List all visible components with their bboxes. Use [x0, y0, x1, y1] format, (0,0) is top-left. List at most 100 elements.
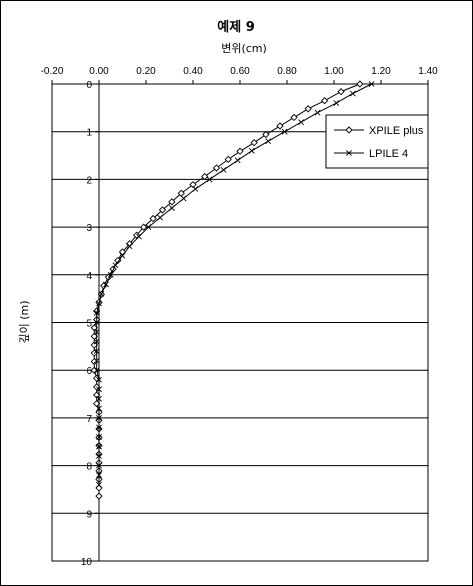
- data-point-x-stroke: [281, 128, 288, 135]
- data-point-x-stroke: [314, 109, 321, 116]
- data-point-x-stroke: [96, 386, 102, 393]
- y-tick-label: 8: [86, 462, 92, 473]
- data-point-diamond: [320, 97, 329, 105]
- data-point-x-stroke: [93, 329, 100, 335]
- data-point-x-stroke: [349, 90, 356, 97]
- y-tick-label: 2: [86, 175, 92, 186]
- data-point-x-stroke: [346, 150, 352, 156]
- data-point-diamond: [168, 198, 176, 206]
- data-point-x-stroke: [96, 481, 102, 488]
- x-tick-label: -0.20: [41, 66, 64, 77]
- data-point-x: [314, 109, 321, 116]
- data-point-x: [96, 462, 102, 469]
- data-point-x-stroke: [168, 205, 175, 211]
- data-point-diamond: [262, 130, 270, 139]
- data-point-x: [96, 386, 102, 393]
- legend-item: LPILE 4: [334, 148, 408, 160]
- data-point-x-stroke: [265, 138, 272, 145]
- y-tick-label: 3: [86, 223, 92, 234]
- data-point-x-stroke: [96, 434, 102, 440]
- data-point-x: [96, 424, 102, 431]
- data-point-x-stroke: [93, 310, 100, 316]
- data-point-x: [96, 472, 102, 479]
- data-point-x-stroke: [96, 472, 102, 479]
- data-point-x: [349, 90, 356, 97]
- y-tick-label: 5: [86, 319, 92, 330]
- data-point-x: [346, 150, 352, 156]
- data-point-x-stroke: [298, 119, 305, 126]
- legend: XPILE plus LPILE 4: [325, 114, 429, 169]
- data-point-x: [103, 281, 109, 288]
- grid-lines: [52, 131, 428, 514]
- data-point-x-stroke: [96, 405, 102, 412]
- data-point-x: [96, 405, 102, 412]
- x-tick-label: 1.00: [324, 66, 344, 77]
- legend-box: [325, 114, 429, 169]
- data-point-x-stroke: [107, 271, 114, 278]
- data-point-x-stroke: [96, 414, 102, 421]
- data-point-x: [96, 414, 102, 421]
- data-point-x: [281, 128, 288, 135]
- x-tick-label: 0.20: [136, 66, 156, 77]
- data-point-diamond: [304, 105, 312, 113]
- data-point-x-stroke: [96, 395, 102, 402]
- data-point-x: [192, 186, 199, 192]
- data-point-x: [368, 81, 375, 87]
- data-point-x: [93, 357, 100, 364]
- data-point-diamond: [290, 113, 298, 122]
- data-point-x-stroke: [93, 367, 100, 374]
- data-point-x-stroke: [103, 281, 109, 288]
- data-point-diamond: [250, 139, 258, 147]
- chart-title: 예제 9: [217, 19, 255, 35]
- data-point-x: [112, 262, 119, 269]
- data-point-x: [107, 271, 114, 278]
- data-point-x: [96, 300, 102, 307]
- data-point-diamond: [140, 223, 148, 231]
- data-point-x: [96, 395, 102, 402]
- data-point-x: [157, 214, 164, 221]
- tick-labels: 0 1 2 3 4 5 6 7 8 9 10 -0.20 0.00 0.20 0.40 0.60 0.80 1.0…: [41, 66, 439, 568]
- data-point-x-stroke: [119, 252, 126, 259]
- data-point-x-stroke: [206, 176, 213, 183]
- data-point-x-stroke: [180, 195, 187, 202]
- data-point-x: [248, 147, 255, 154]
- y-axis-title: 깊이 (m): [18, 300, 31, 343]
- data-point-x-stroke: [220, 166, 227, 173]
- legend-label: XPILE plus: [369, 125, 424, 137]
- data-point-x: [234, 157, 241, 164]
- x-tick-label: 1.20: [371, 66, 391, 77]
- series-1: [93, 81, 375, 488]
- y-tick-label: 4: [86, 271, 92, 282]
- x-tick-label: 1.40: [418, 66, 438, 77]
- data-point-diamond: [149, 214, 157, 223]
- data-point-diamond: [345, 126, 353, 134]
- legend-label: LPILE 4: [369, 148, 408, 160]
- data-point-x: [119, 252, 126, 259]
- data-point-diamond: [276, 122, 284, 130]
- data-point-x: [93, 319, 100, 326]
- x-axis-title: 변위(cm): [221, 42, 267, 55]
- data-point-diamond: [201, 172, 209, 181]
- y-tick-label: 0: [86, 80, 92, 91]
- data-point-x: [98, 290, 105, 297]
- x-tick-label: 0.00: [89, 66, 109, 77]
- data-point-x: [93, 329, 100, 335]
- data-point-x: [96, 434, 102, 440]
- data-point-x: [96, 376, 102, 383]
- data-point-x: [126, 243, 133, 250]
- data-point-x-stroke: [368, 81, 375, 87]
- data-point-x-stroke: [145, 224, 152, 231]
- x-tick-label: 0.80: [277, 66, 297, 77]
- data-point-x-stroke: [136, 233, 142, 240]
- data-point-x-stroke: [333, 100, 340, 106]
- data-point-x-stroke: [96, 424, 102, 431]
- data-point-x-stroke: [96, 300, 102, 307]
- y-tick-label: 9: [86, 509, 92, 520]
- data-point-diamond: [158, 206, 167, 214]
- data-point-x: [145, 224, 152, 231]
- data-point-x: [298, 119, 305, 126]
- data-point-x: [333, 100, 340, 106]
- data-point-x-stroke: [96, 443, 102, 450]
- data-point-diamond: [224, 155, 232, 164]
